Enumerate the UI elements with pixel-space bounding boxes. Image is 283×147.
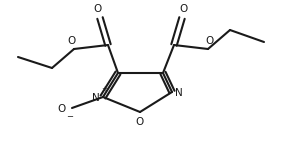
Text: N: N xyxy=(175,88,183,98)
Text: O: O xyxy=(136,117,144,127)
Text: O: O xyxy=(58,104,66,114)
Text: O: O xyxy=(68,36,76,46)
Text: O: O xyxy=(206,36,214,46)
Text: +: + xyxy=(101,86,107,92)
Text: O: O xyxy=(94,4,102,14)
Text: N: N xyxy=(92,93,100,103)
Text: O: O xyxy=(180,4,188,14)
Text: −: − xyxy=(67,112,74,122)
